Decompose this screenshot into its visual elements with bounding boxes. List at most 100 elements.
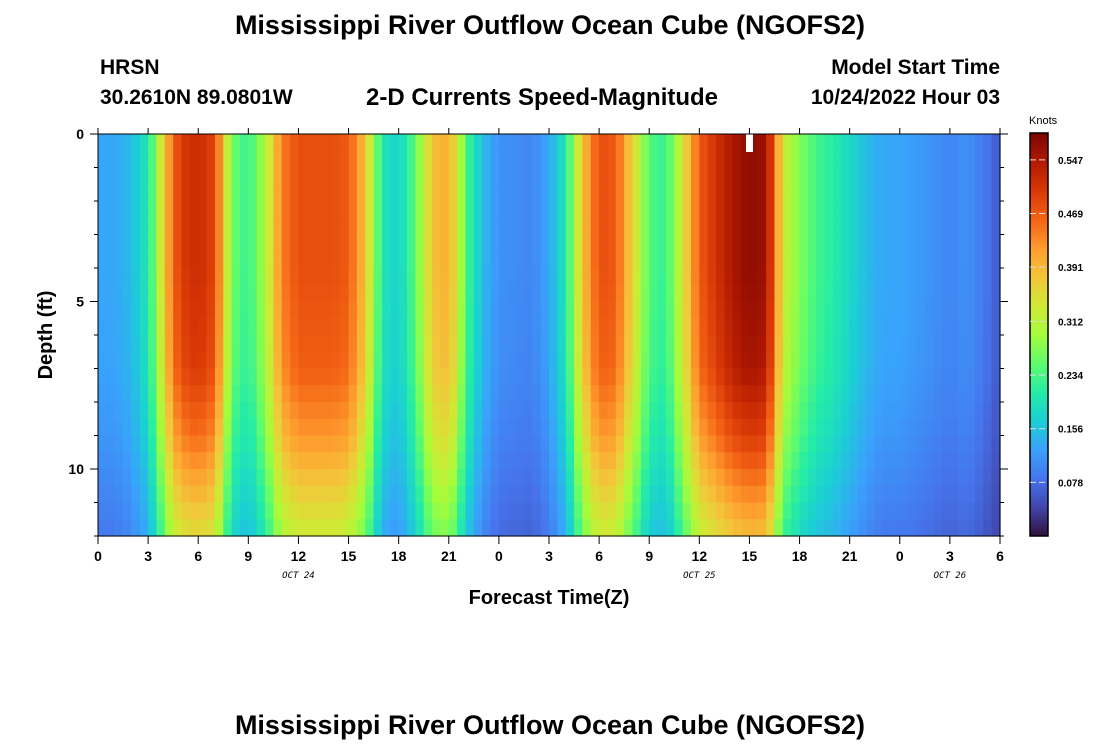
heatmap-cell [323, 418, 333, 437]
heatmap-cell [106, 452, 116, 470]
heatmap-cell [265, 469, 274, 487]
heatmap-cell [807, 435, 817, 453]
heatmap-cell [674, 268, 684, 286]
heatmap-cell [565, 268, 575, 286]
heatmap-cell [381, 519, 391, 537]
model-start-value: 10/24/2022 Hour 03 [810, 86, 1000, 109]
heatmap-cell [874, 284, 884, 303]
heatmap-cell [482, 335, 492, 353]
heatmap-cell [716, 435, 725, 453]
heatmap-cell [958, 418, 968, 437]
heatmap-cell [774, 335, 784, 353]
heatmap-cell [173, 201, 183, 219]
heatmap-cell [665, 418, 675, 437]
heatmap-cell [181, 150, 191, 169]
heatmap-cell [223, 268, 233, 286]
heatmap-cell [106, 301, 116, 319]
heatmap-cell [908, 368, 918, 386]
heatmap-cell [599, 134, 609, 152]
heatmap-cell [381, 469, 391, 487]
heatmap-cell [824, 184, 834, 202]
heatmap-cell [198, 368, 208, 386]
heatmap-cell [615, 318, 625, 336]
heatmap-cell [774, 134, 784, 152]
heatmap-cell [315, 217, 325, 236]
heatmap-cell [732, 385, 742, 403]
heatmap-cell [674, 368, 684, 386]
heatmap-cell [966, 519, 976, 537]
x-tick-label: 9 [244, 548, 252, 564]
heatmap-cell [665, 251, 675, 269]
heatmap-cell [214, 217, 224, 236]
colorbar-gradient [1029, 132, 1049, 537]
heatmap-cell [599, 368, 609, 386]
heatmap-cell [290, 301, 300, 319]
heatmap-cell [507, 418, 517, 437]
heatmap-cell [131, 134, 141, 152]
heatmap-cell [148, 217, 158, 236]
heatmap-cell [766, 268, 776, 286]
heatmap-cell [565, 201, 575, 219]
heatmap-cell [181, 184, 191, 202]
heatmap-cell [657, 402, 667, 420]
heatmap-cell [432, 150, 442, 169]
heatmap-cell [933, 251, 943, 269]
heatmap-cell [373, 150, 383, 169]
heatmap-cell [707, 502, 717, 520]
heatmap-cell [707, 318, 717, 336]
heatmap-cell [390, 418, 400, 437]
heatmap-cell [256, 217, 266, 236]
heatmap-cell [340, 184, 350, 202]
heatmap-cell [782, 201, 792, 219]
heatmap-cell [624, 201, 634, 219]
heatmap-cell [916, 268, 926, 286]
heatmap-cell [473, 184, 483, 202]
heatmap-cell [331, 217, 341, 236]
heatmap-cell [348, 402, 358, 420]
heatmap-cell [315, 335, 325, 353]
heatmap-cell [265, 134, 274, 152]
heatmap-cell [933, 469, 943, 487]
y-tick-label: 0 [76, 126, 84, 142]
heatmap-cell [824, 452, 834, 470]
heatmap-cell [841, 385, 851, 403]
heatmap-cell [615, 184, 625, 202]
heatmap-cell [515, 301, 525, 319]
heatmap-cell [816, 335, 826, 353]
heatmap-cell [766, 418, 776, 437]
heatmap-cell [724, 368, 734, 386]
heatmap-cell [615, 301, 625, 319]
heatmap-cell [799, 452, 809, 470]
heatmap-cell [774, 150, 784, 169]
heatmap-cell [465, 318, 475, 336]
heatmap-cell [473, 251, 483, 269]
heatmap-cell [381, 385, 391, 403]
heatmap-cell [214, 150, 224, 169]
heatmap-cell [281, 234, 291, 252]
heatmap-cell [98, 184, 107, 202]
heatmap-cell [966, 268, 976, 286]
heatmap-cell [574, 402, 584, 420]
heatmap-cell [757, 519, 767, 537]
heatmap-cell [716, 268, 725, 286]
heatmap-cell [674, 485, 684, 504]
heatmap-cell [933, 385, 943, 403]
heatmap-cell [557, 167, 567, 185]
heatmap-cell [690, 368, 700, 386]
heatmap-cell [148, 301, 158, 319]
heatmap-cell [507, 167, 517, 185]
heatmap-cell [148, 435, 158, 453]
heatmap-cell [106, 335, 116, 353]
heatmap-cell [390, 134, 400, 152]
heatmap-cell [432, 418, 442, 437]
heatmap-cell [582, 318, 592, 336]
heatmap-cell [248, 485, 258, 504]
heatmap-cell [891, 452, 901, 470]
heatmap-cell [156, 418, 166, 437]
heatmap-cell [941, 251, 951, 269]
heatmap-cell [532, 318, 542, 336]
heatmap-cell [181, 284, 191, 303]
heatmap-cell [640, 184, 650, 202]
heatmap-cell [173, 284, 183, 303]
heatmap-cell [707, 452, 717, 470]
